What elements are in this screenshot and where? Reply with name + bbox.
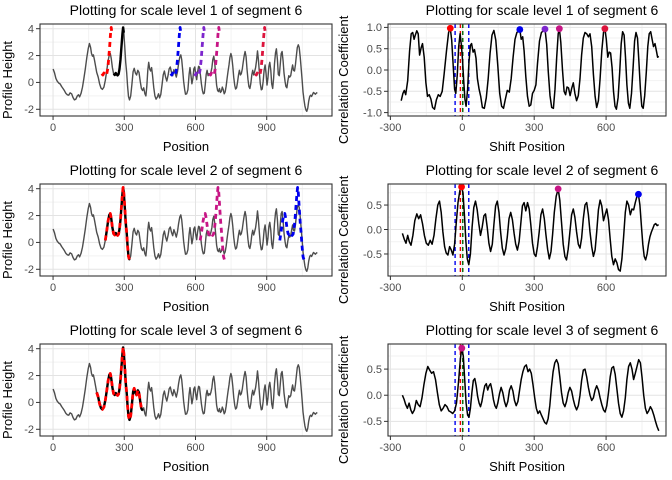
panel-title: Plotting for scale level 1 of segment 6 xyxy=(425,2,659,18)
correlation-plot-scale3: -300 0 300 600 -0.5 0.0 0.5 xyxy=(363,343,667,454)
svg-text:0: 0 xyxy=(459,282,465,294)
correlation-plot-scale1: -300 0 300 600 -1.0 -0.5 0.0 0.5 1.0 xyxy=(363,22,667,134)
x-axis-label: Shift Position xyxy=(489,299,565,314)
svg-text:900: 900 xyxy=(258,282,276,294)
panel-scale2-correlation: Plotting for scale level 2 of segment 6 … xyxy=(336,160,672,320)
svg-text:-2: -2 xyxy=(24,264,34,276)
svg-text:1.0: 1.0 xyxy=(367,22,382,34)
svg-text:900: 900 xyxy=(258,122,276,134)
svg-text:-300: -300 xyxy=(379,282,401,294)
svg-text:2: 2 xyxy=(28,370,34,382)
panel-title: Plotting for scale level 3 of segment 6 xyxy=(425,322,659,338)
correlation-plot-scale2: -300 0 300 600 -0.5 0.0 0.5 xyxy=(363,183,667,294)
x-axis-label: Shift Position xyxy=(489,139,565,154)
svg-text:0: 0 xyxy=(28,397,34,409)
svg-text:0: 0 xyxy=(50,442,56,454)
svg-text:-300: -300 xyxy=(379,122,401,134)
svg-text:0: 0 xyxy=(28,237,34,249)
panel-scale1-profile: Plotting for scale level 1 of segment 6 … xyxy=(0,0,336,160)
panel-scale3-correlation: Plotting for scale level 3 of segment 6 … xyxy=(336,320,672,480)
panel-title: Plotting for scale level 1 of segment 6 xyxy=(69,2,303,18)
svg-text:300: 300 xyxy=(525,282,543,294)
svg-text:4: 4 xyxy=(28,184,34,196)
svg-text:-1.0: -1.0 xyxy=(363,107,382,119)
panel-title: Plotting for scale level 3 of segment 6 xyxy=(69,322,303,338)
svg-text:600: 600 xyxy=(597,442,615,454)
svg-text:300: 300 xyxy=(525,122,543,134)
panel-title: Plotting for scale level 2 of segment 6 xyxy=(69,162,303,178)
svg-text:0: 0 xyxy=(459,122,465,134)
svg-text:0: 0 xyxy=(28,77,34,89)
svg-text:4: 4 xyxy=(28,344,34,356)
panel-scale3-profile: Plotting for scale level 3 of segment 6 … xyxy=(0,320,336,480)
svg-text:0: 0 xyxy=(459,442,465,454)
profile-plot-scale2: 0 300 600 900 -2 0 2 4 xyxy=(24,183,333,294)
x-axis-label: Position xyxy=(162,299,210,314)
svg-text:0: 0 xyxy=(50,122,56,134)
svg-text:-2: -2 xyxy=(24,104,34,116)
svg-text:300: 300 xyxy=(115,122,133,134)
svg-text:600: 600 xyxy=(597,122,615,134)
svg-text:600: 600 xyxy=(597,282,615,294)
x-axis-label: Shift Position xyxy=(489,459,565,474)
svg-text:-0.5: -0.5 xyxy=(363,249,382,261)
svg-text:4: 4 xyxy=(28,24,34,36)
panel-scale2-profile: Plotting for scale level 2 of segment 6 … xyxy=(0,160,336,320)
svg-text:0.5: 0.5 xyxy=(367,364,382,376)
svg-text:2: 2 xyxy=(28,50,34,62)
panel-title: Plotting for scale level 2 of segment 6 xyxy=(425,162,659,178)
svg-text:0: 0 xyxy=(50,282,56,294)
svg-text:300: 300 xyxy=(115,442,133,454)
svg-text:300: 300 xyxy=(115,282,133,294)
svg-text:-2: -2 xyxy=(24,424,34,436)
x-axis-label: Position xyxy=(162,139,210,154)
profile-plot-scale3: 0 300 600 900 -2 0 2 4 xyxy=(24,343,333,454)
svg-text:-0.5: -0.5 xyxy=(363,416,382,428)
svg-text:300: 300 xyxy=(525,442,543,454)
svg-text:2: 2 xyxy=(28,210,34,222)
svg-text:-300: -300 xyxy=(379,442,401,454)
x-axis-label: Position xyxy=(162,459,210,474)
svg-text:0.0: 0.0 xyxy=(367,390,382,402)
svg-text:-0.5: -0.5 xyxy=(363,86,382,98)
svg-text:600: 600 xyxy=(186,442,204,454)
svg-text:0.0: 0.0 xyxy=(367,65,382,77)
svg-text:0.5: 0.5 xyxy=(367,200,382,212)
panel-scale1-correlation: Plotting for scale level 1 of segment 6 … xyxy=(336,0,672,160)
svg-text:0.0: 0.0 xyxy=(367,224,382,236)
svg-text:600: 600 xyxy=(186,282,204,294)
profile-plot-scale1: 0 300 600 900 -2 0 2 4 xyxy=(24,23,333,134)
svg-text:900: 900 xyxy=(258,442,276,454)
svg-text:0.5: 0.5 xyxy=(367,44,382,56)
svg-text:600: 600 xyxy=(186,122,204,134)
